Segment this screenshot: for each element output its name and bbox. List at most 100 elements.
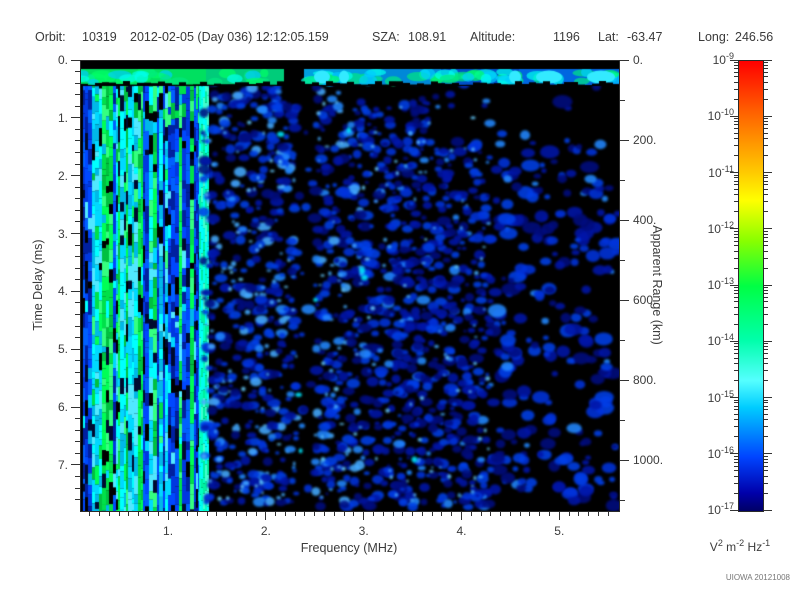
x-axis-minor-tick [451,512,453,516]
colorbar-minor-tick [764,128,768,130]
y-axis-major-tick [71,348,80,350]
x-axis-minor-tick [588,512,590,516]
lat-label: Lat: [598,30,619,44]
colorbar-major-tick [764,340,772,342]
x-axis-minor-tick [372,512,374,516]
colorbar-minor-tick [734,436,738,438]
x-axis-minor-tick [607,512,609,516]
y-axis-tick-label: 0. [57,53,68,67]
colorbar-minor-tick [764,71,768,73]
x-axis-minor-tick [578,512,580,516]
colorbar-minor-tick [764,346,768,348]
colorbar-minor-tick [764,124,768,126]
colorbar-minor-tick [734,121,738,123]
y2-axis-tick-label: 0. [633,53,644,67]
colorbar-tick-label: 10-13 [707,276,734,292]
x-axis-minor-tick [333,512,335,516]
colorbar-minor-tick [764,98,768,100]
colorbar-minor-tick [764,180,768,182]
colorbar-minor-tick [764,458,768,460]
colorbar-minor-tick [734,236,738,238]
colorbar-minor-tick [734,313,738,315]
colorbar-minor-tick [734,405,738,407]
x-axis-major-tick [558,512,560,520]
colorbar-minor-tick [734,188,738,190]
x-axis-minor-tick [549,512,551,516]
x-axis-minor-tick [509,512,511,516]
colorbar-minor-tick [734,230,738,232]
colorbar-minor-tick [734,118,738,120]
colorbar-minor-tick [764,211,768,213]
colorbar-minor-tick [734,306,738,308]
colorbar-minor-tick [764,68,768,70]
colorbar-minor-tick [734,124,738,126]
colorbar-minor-tick [764,267,768,269]
credit-text: UIOWA 20121008 [725,573,790,582]
colorbar-major-tick [730,509,738,511]
x-axis-tick-label: 3. [358,524,369,538]
y-axis-minor-tick [75,487,80,489]
colorbar-minor-tick [734,323,738,325]
long-value: 246.56 [735,30,774,44]
x-axis-minor-tick [89,512,91,516]
y2-axis-major-tick [620,139,629,141]
colorbar-minor-tick [734,475,738,477]
colorbar-minor-tick [734,211,738,213]
colorbar-minor-tick [764,492,768,494]
colorbar-minor-tick [734,363,738,365]
y2-axis-minor-tick [620,99,625,101]
spectrogram-plot [80,60,620,512]
colorbar-minor-tick [764,353,768,355]
x-axis-minor-tick [539,512,541,516]
colorbar-minor-tick [734,419,738,421]
y-axis-tick-label: 4. [57,284,68,299]
colorbar-tick-label: 10-15 [707,388,734,405]
colorbar-minor-tick [734,180,738,182]
colorbar-minor-tick [764,436,768,438]
colorbar-minor-tick [734,201,738,203]
y-axis-minor-tick [75,105,80,107]
colorbar-minor-tick [734,380,738,382]
x-axis-minor-tick [431,512,433,516]
colorbar-minor-tick [764,194,768,196]
colorbar-minor-tick [764,357,768,359]
orbit-label: Orbit: [35,30,66,44]
colorbar-minor-tick [734,402,738,404]
x-axis-minor-tick [500,512,502,516]
colorbar-minor-tick [764,370,768,372]
x-axis-major-tick [265,512,267,520]
x-axis-major-tick [363,512,365,520]
colorbar-minor-tick [734,346,738,348]
x-axis-minor-tick [382,512,384,516]
colorbar-minor-tick [734,482,738,484]
colorbar-minor-tick [764,293,768,295]
x-axis-minor-tick [392,512,394,516]
colorbar [738,60,764,512]
sza-value: 108.91 [408,30,447,44]
x-axis-minor-tick [343,512,345,516]
y-axis-minor-tick [75,418,80,420]
colorbar-minor-tick [734,287,738,289]
x-axis-minor-tick [529,512,531,516]
colorbar-minor-tick [764,380,768,382]
sza-label: SZA: [372,30,400,44]
y2-axis-tick-label: 200. [633,133,657,147]
y2-axis-minor-tick [620,259,625,261]
y-axis-minor-tick [75,429,80,431]
y-axis-minor-tick [75,475,80,477]
x-axis-minor-tick [402,512,404,516]
x-axis-minor-tick [284,512,286,516]
colorbar-minor-tick [764,174,768,176]
colorbar-major-tick [764,509,772,511]
y-axis-minor-tick [75,360,80,362]
colorbar-minor-tick [764,482,768,484]
colorbar-minor-tick [734,68,738,70]
colorbar-minor-tick [734,465,738,467]
y2-axis-major-tick [620,59,629,61]
y-axis-major-tick [71,117,80,119]
y-axis-major-tick [71,290,80,292]
colorbar-minor-tick [764,426,768,428]
x-axis-minor-tick [226,512,228,516]
colorbar-tick-label: 10-14 [707,332,734,349]
colorbar-minor-tick [734,353,738,355]
